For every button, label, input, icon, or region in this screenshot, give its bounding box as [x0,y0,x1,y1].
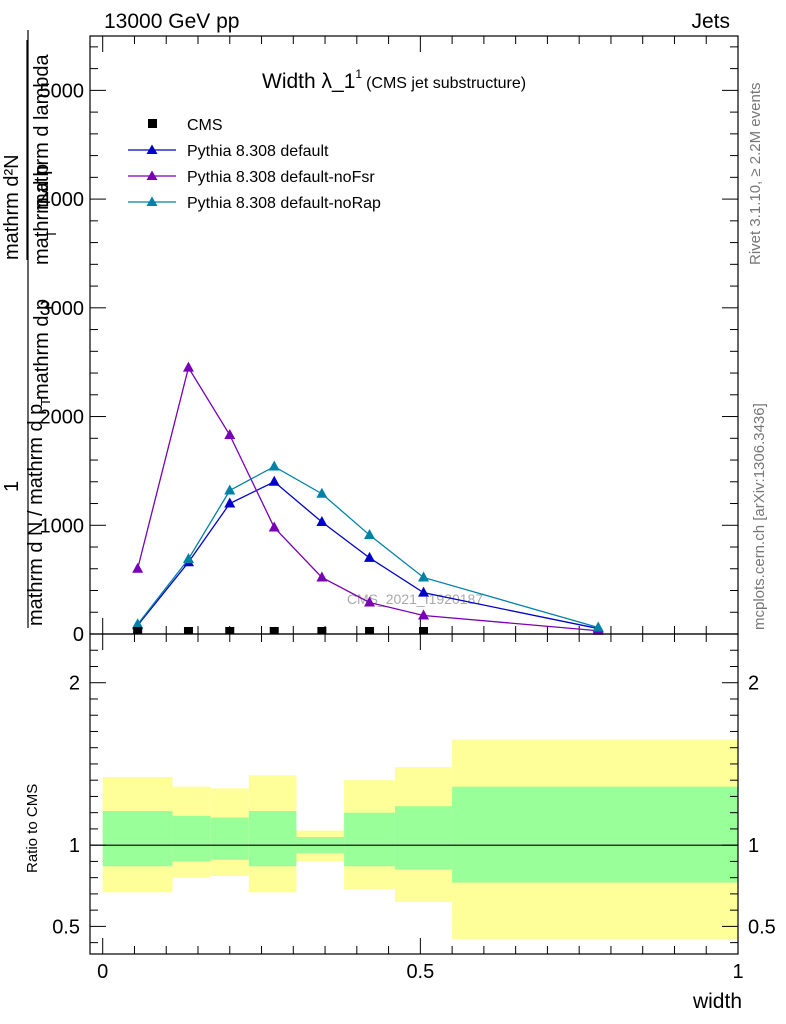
legend-marker-default [146,144,158,154]
y-label-numerator: mathrm d²N [1,154,23,260]
ratio-band-inner [452,786,738,883]
series-lines [132,361,604,635]
y-label-denominator-2: mathrm d p [31,299,53,400]
series-point-noRap [592,621,604,632]
x-tick-label: 0.5 [406,961,434,983]
cms-data-point [133,627,143,634]
legend-label-cms: CMS [187,117,223,134]
plot-title: Width λ_11 (CMS jet substructure) [262,67,526,93]
cms-data-point [365,627,375,634]
series-point-noFsr [268,521,280,532]
main-y-tick-label: 2000 [40,407,85,429]
rivet-label: Rivet 3.1.10, ≥ 2.2M events [747,83,764,266]
x-tick-label: 1 [732,961,743,983]
y-axis-label: mathrm d²N mathrm d p T mathrm d lambda … [1,30,59,628]
series-line-noFsr [137,365,599,632]
series-line-default [137,481,599,630]
legend-marker-cms [148,119,157,128]
series-point-noFsr [132,562,144,573]
ratio-band-inner [102,811,173,867]
ratio-y-tick-label-right: 0.5 [748,916,776,938]
cms-data-points [133,627,429,634]
ratio-y-tick-label: 2 [69,673,80,695]
legend: CMS Pythia 8.308 default Pythia 8.308 de… [128,117,381,212]
cms-data-point [225,627,235,634]
main-y-tick-label: 3000 [40,298,85,320]
y-label-numerator-2-sub: T [44,230,59,238]
y-label-prefix: 1 [1,481,23,492]
main-y-tick-labels: 0 1000 2000 3000 4000 5000 [40,80,85,646]
main-y-tick-label: 0 [73,624,84,646]
y-label-numerator-3: mathrm d lambda [31,54,53,210]
main-y-tick-label: 1000 [40,515,85,537]
mcplots-label: mcplots.cern.ch [arXiv:1306.3436] [751,403,768,630]
cms-data-point [183,627,193,634]
x-tick-label: 0 [97,961,108,983]
ratio-y-tick-labels: 0.5 0.5 1 1 2 2 [52,673,776,939]
series-point-default [224,497,236,508]
ratio-y-tick-label-right: 1 [748,835,759,857]
main-y-tick-label: 5000 [40,80,85,102]
ratio-ticks [90,634,739,954]
ratio-panel: 0.5 0.51 12 2 0 0.5 1 Ratio to CMS width [24,633,776,1013]
ratio-band-inner [172,815,211,862]
legend-marker-norap [146,196,158,206]
series-point-noRap [132,618,144,629]
ratio-band-inner [394,806,453,870]
watermark: CMS_2021_I1920187 [347,591,483,607]
series-point-noFsr [182,361,194,372]
series-line-noRap [137,465,599,629]
ratio-plot-frame [89,633,739,955]
series-point-noRap [418,571,430,582]
series-point-noRap [182,552,194,563]
cms-data-point [419,627,429,634]
series-point-noFsr [418,609,430,620]
series-point-noRap [224,484,236,495]
series-point-noRap [316,487,328,498]
ratio-y-tick-label: 1 [69,835,80,857]
x-axis-label: width [692,990,742,1013]
y-label-numerator-2: mathrm d p [31,164,53,265]
plot-title-main: Width λ_1 [262,70,355,93]
plot-title-sub: (CMS jet substructure) [366,75,526,92]
header-left: 13000 GeV pp [104,10,239,33]
series-point-noFsr [364,596,376,607]
ratio-band-inner [344,812,395,867]
y-label-denominator: mathrm d N / mathrm d p [25,404,47,626]
legend-label-default: Pythia 8.308 default [187,143,329,160]
header-right: Jets [691,10,730,33]
ratio-y-label: Ratio to CMS [24,784,41,873]
series-point-noFsr [224,429,236,440]
cms-data-point [269,627,279,634]
ratio-band-inner [210,817,249,860]
x-tick-labels: 0 0.5 1 [97,961,743,983]
series-point-noFsr [316,571,328,582]
main-y-tick-label: 4000 [40,189,85,211]
series-point-noRap [268,460,280,471]
legend-marker-nofsr [146,170,158,180]
series-point-default [418,586,430,597]
legend-label-norap: Pythia 8.308 default-noRap [187,195,381,212]
series-point-noRap [364,529,376,540]
y-label-denominator-sub: T [38,398,53,406]
plot-title-sup: 1 [355,67,362,81]
series-point-default [268,475,280,486]
series-point-default [364,551,376,562]
ratio-y-tick-label-right: 2 [748,673,759,695]
ratio-bands [102,739,738,940]
ratio-y-tick-label: 0.5 [52,916,80,938]
legend-label-nofsr: Pythia 8.308 default-noFsr [187,169,375,186]
cms-data-point [317,627,327,634]
ratio-band-inner [248,811,297,867]
series-point-default [316,516,328,527]
